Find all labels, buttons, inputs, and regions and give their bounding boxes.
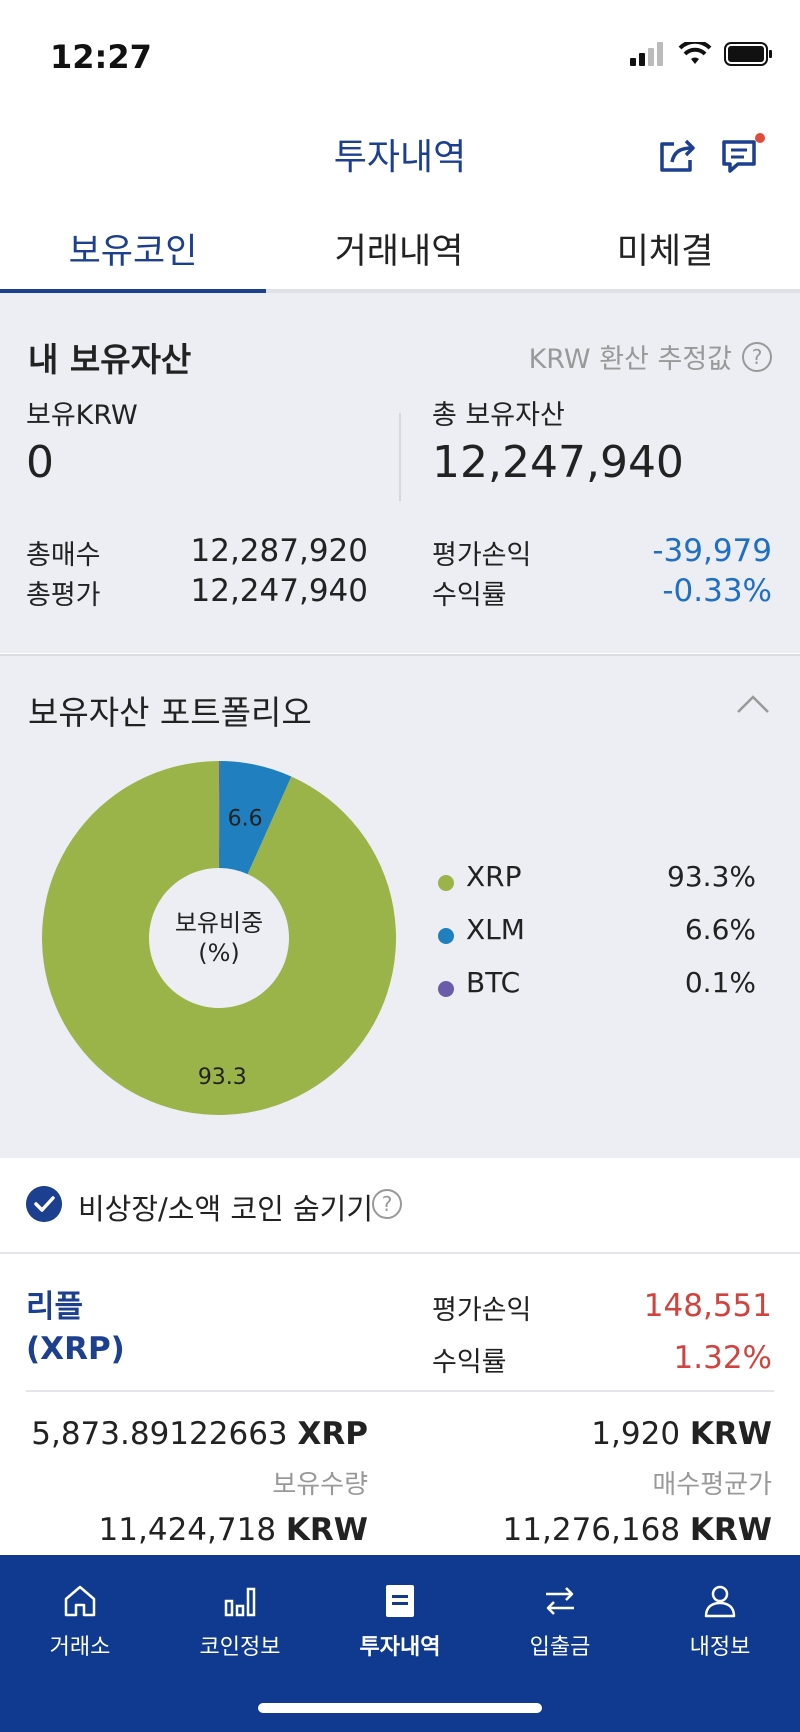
total-buy-label: 총매수 xyxy=(26,540,101,571)
holding-quantity-unit: XRP xyxy=(297,1416,369,1452)
slice-label-xlm: 6.6 xyxy=(228,806,263,831)
user-icon xyxy=(704,1585,736,1618)
legend-dot-xrp xyxy=(438,875,454,891)
signal-icon xyxy=(630,42,663,66)
bar-chart-icon xyxy=(224,1587,256,1617)
slice-label-xrp: 93.3 xyxy=(198,1065,247,1090)
return-rate-value: -0.33% xyxy=(662,573,772,609)
holding-quantity-value: 5,873.89122663 xyxy=(31,1416,288,1452)
nav-exchange[interactable]: 거래소 xyxy=(0,1569,160,1669)
average-buy-price-unit: KRW xyxy=(689,1416,772,1452)
total-buy-value: 12,287,920 xyxy=(190,533,369,569)
donut-center-label-2: (%) xyxy=(198,939,240,967)
tab-pending[interactable]: 미체결 xyxy=(616,232,714,272)
transfer-icon xyxy=(546,1587,574,1615)
nav-my-info[interactable]: 내정보 xyxy=(640,1569,800,1669)
coin-profit-loss-value: 148,551 xyxy=(643,1288,772,1324)
active-tab-indicator xyxy=(0,289,266,294)
return-rate-label: 수익률 xyxy=(432,580,507,611)
share-icon[interactable] xyxy=(656,132,700,176)
nav-investments-label: 투자내역 xyxy=(359,1635,441,1660)
status-icons xyxy=(630,42,774,66)
legend-name-xlm: XLM xyxy=(466,913,525,946)
donut-center-label: 보유비중 (%) xyxy=(42,908,396,968)
help-icon[interactable]: ? xyxy=(742,341,772,372)
holding-quantity: 5,873.89122663 XRP xyxy=(31,1416,368,1452)
holding-quantity-label: 보유수량 xyxy=(272,1470,368,1500)
tab-holdings[interactable]: 보유코인 xyxy=(68,232,198,272)
nav-coin-info-label: 코인정보 xyxy=(199,1635,281,1660)
legend-dot-btc xyxy=(438,981,454,997)
nav-investments[interactable]: 투자내역 xyxy=(320,1569,480,1669)
krw-balance-value: 0 xyxy=(26,437,54,488)
nav-coin-info[interactable]: 코인정보 xyxy=(160,1569,320,1669)
buy-amount-value: 11,276,168 xyxy=(502,1512,681,1548)
buy-amount-unit: KRW xyxy=(689,1512,772,1548)
portfolio-section: 보유자산 포트폴리오 93.3 6.6 보유비중 (%) XRP 93.3% XL… xyxy=(0,654,800,1158)
legend-name-btc: BTC xyxy=(466,966,521,999)
slice-xlm xyxy=(219,761,292,875)
coin-divider xyxy=(26,1390,774,1392)
krw-estimate-label: KRW 환산 추정값 xyxy=(528,344,732,375)
app-header: 투자내역 xyxy=(0,110,800,200)
coin-name-korean: 리플 xyxy=(26,1289,84,1325)
evaluation-amount-unit: KRW xyxy=(285,1512,368,1548)
average-buy-price-value: 1,920 xyxy=(591,1416,681,1452)
home-icon xyxy=(64,1585,96,1617)
coin-return-rate-label: 수익률 xyxy=(432,1347,507,1378)
legend-value-xlm: 6.6% xyxy=(684,913,756,946)
coin-name: 리플 (XRP) xyxy=(26,1286,125,1370)
nav-exchange-label: 거래소 xyxy=(49,1635,111,1660)
evaluation-amount-value: 11,424,718 xyxy=(98,1512,277,1548)
tab-bar: 보유코인 거래내역 미체결 xyxy=(0,205,800,294)
home-indicator xyxy=(258,1703,542,1713)
coin-profit-loss-label: 평가손익 xyxy=(432,1295,532,1326)
hide-small-coins-label: 비상장/소액 코인 숨기기 xyxy=(78,1192,374,1226)
page-title: 투자내역 xyxy=(333,137,467,178)
slice-btc xyxy=(219,761,221,869)
total-assets-value: 12,247,940 xyxy=(432,437,684,488)
buy-amount: 11,276,168 KRW xyxy=(503,1512,772,1548)
slice-xrp xyxy=(42,761,396,1115)
status-time: 12:27 xyxy=(50,38,152,76)
help-icon[interactable]: ? xyxy=(372,1189,402,1219)
total-eval-label: 총평가 xyxy=(26,580,101,611)
chevron-up-icon[interactable] xyxy=(735,692,771,716)
portfolio-donut-chart: 93.3 6.6 xyxy=(42,761,396,1115)
portfolio-title: 보유자산 포트폴리오 xyxy=(28,693,312,732)
legend-value-xrp: 93.3% xyxy=(667,860,756,893)
bottom-navigation: 거래소 코인정보 투자내역 입출금 내정보 xyxy=(0,1555,800,1732)
krw-estimate-note: KRW 환산 추정값 ? xyxy=(529,337,772,376)
my-assets-section: 내 보유자산 KRW 환산 추정값 ? 보유KRW 0 총 보유자산 12,24… xyxy=(0,293,800,653)
total-assets-label: 총 보유자산 xyxy=(432,400,565,431)
assets-divider xyxy=(399,413,401,501)
profit-loss-value: -39,979 xyxy=(652,533,772,569)
wifi-icon xyxy=(678,42,712,64)
average-buy-price-label: 매수평균가 xyxy=(652,1470,772,1500)
krw-balance-label: 보유KRW xyxy=(26,400,138,431)
evaluation-amount: 11,424,718 KRW xyxy=(99,1512,368,1548)
legend-value-btc: 0.1% xyxy=(684,966,756,999)
legend-dot-xlm xyxy=(438,928,454,944)
chat-icon[interactable] xyxy=(720,132,766,176)
assets-title: 내 보유자산 xyxy=(28,340,192,379)
average-buy-price: 1,920 KRW xyxy=(591,1416,772,1452)
nav-deposit-withdraw[interactable]: 입출금 xyxy=(480,1569,640,1669)
coin-holding-card[interactable]: 리플 (XRP) 평가손익 148,551 수익률 1.32% 5,873.89… xyxy=(0,1256,800,1556)
document-icon xyxy=(386,1585,414,1617)
profit-loss-label: 평가손익 xyxy=(432,540,532,571)
checkbox-checked-icon[interactable] xyxy=(26,1186,62,1222)
coin-return-rate-value: 1.32% xyxy=(673,1340,772,1376)
hide-small-coins-row[interactable]: 비상장/소액 코인 숨기기 ? xyxy=(0,1158,800,1254)
nav-deposit-withdraw-label: 입출금 xyxy=(529,1635,591,1660)
legend-name-xrp: XRP xyxy=(466,860,522,893)
nav-my-info-label: 내정보 xyxy=(689,1635,751,1660)
battery-icon xyxy=(724,42,772,66)
coin-symbol: (XRP) xyxy=(26,1331,125,1367)
total-eval-value: 12,247,940 xyxy=(190,573,369,609)
donut-center-label-1: 보유비중 xyxy=(174,909,264,937)
status-bar: 12:27 xyxy=(0,0,800,110)
tab-trade-history[interactable]: 거래내역 xyxy=(334,232,464,272)
